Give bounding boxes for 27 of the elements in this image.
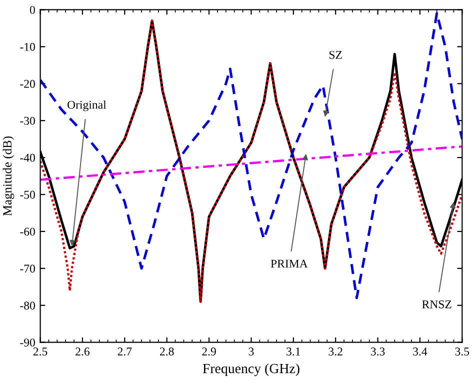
y-tick-label: -20: [20, 80, 35, 88]
x-tick-label: 3.1: [286, 348, 300, 356]
x-tick-label: 3.4: [413, 348, 428, 356]
annotation: Original: [68, 100, 106, 112]
x-axis-title: Frequency (GHz): [202, 363, 300, 376]
y-tick-label: -10: [20, 42, 35, 51]
y-tick-label: -70: [20, 264, 35, 273]
y-tick-label: 0: [30, 6, 35, 14]
x-tick-label: 2.9: [202, 348, 216, 356]
x-tick-label: 2.8: [160, 348, 174, 356]
x-tick-label: 2.6: [76, 348, 90, 356]
y-tick-label: -80: [20, 302, 35, 310]
y-tick-label: -60: [20, 228, 35, 236]
annotation: PRIMA: [270, 260, 308, 268]
x-tick-label: 2.5: [33, 348, 48, 356]
annotation: RNSZ: [422, 300, 452, 308]
x-tick-label: 3.3: [370, 348, 385, 356]
y-axis-title: Magnitude (dB): [2, 136, 14, 216]
y-tick-label: -90: [20, 338, 35, 347]
x-tick-label: 3: [248, 348, 254, 356]
annotation: SZ: [329, 50, 342, 59]
y-tick-label: -40: [20, 154, 35, 162]
y-tick-label: -50: [20, 190, 35, 199]
x-tick-label: 2.7: [118, 348, 132, 356]
y-tick-label: -30: [20, 116, 35, 125]
x-tick-label: 3.5: [455, 348, 470, 356]
x-tick-label: 3.2: [328, 348, 342, 356]
